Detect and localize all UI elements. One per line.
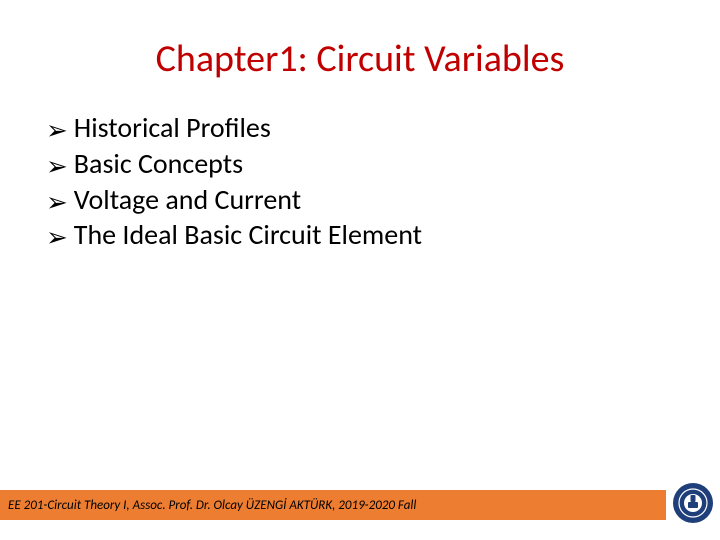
bullet-text: Basic Concepts: [74, 146, 243, 182]
logo-icon: [672, 482, 714, 524]
bullet-text: The Ideal Basic Circuit Element: [74, 217, 422, 253]
bullet-icon: ➢: [46, 153, 68, 179]
list-item: ➢ Voltage and Current: [46, 182, 680, 218]
bullet-list: ➢ Historical Profiles ➢ Basic Concepts ➢…: [40, 110, 680, 253]
list-item: ➢ Basic Concepts: [46, 146, 680, 182]
footer-text: EE 201-Circuit Theory I, Assoc. Prof. Dr…: [8, 498, 416, 513]
bullet-icon: ➢: [46, 189, 68, 215]
bullet-text: Voltage and Current: [74, 182, 301, 218]
bullet-icon: ➢: [46, 117, 68, 143]
slide-title: Chapter1: Circuit Variables: [40, 36, 680, 82]
university-logo: [666, 480, 720, 526]
slide: Chapter1: Circuit Variables ➢ Historical…: [0, 0, 720, 540]
list-item: ➢ The Ideal Basic Circuit Element: [46, 217, 680, 253]
bullet-text: Historical Profiles: [74, 110, 271, 146]
bullet-icon: ➢: [46, 224, 68, 250]
footer: EE 201-Circuit Theory I, Assoc. Prof. Dr…: [0, 490, 720, 520]
footer-bar: EE 201-Circuit Theory I, Assoc. Prof. Dr…: [0, 490, 666, 520]
list-item: ➢ Historical Profiles: [46, 110, 680, 146]
